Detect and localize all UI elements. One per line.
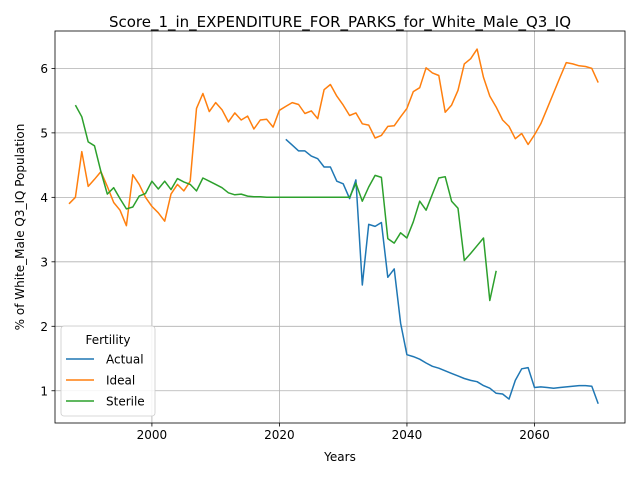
legend-title: Fertility [85, 333, 130, 347]
plot-area [54, 30, 626, 424]
legend-box [60, 325, 156, 417]
x-tick-label: 2040 [392, 428, 423, 442]
legend-label-actual: Actual [106, 353, 144, 367]
y-tick-label: 1 [40, 384, 48, 398]
x-tick-label: 2020 [264, 428, 295, 442]
series-line-ideal [68, 48, 599, 227]
y-tick-label: 2 [40, 320, 48, 334]
x-axis-label: Years [323, 450, 356, 464]
axis-ticks: 2000 2020 2040 2060 1 2 3 4 5 6 [40, 62, 549, 442]
y-tick-label: 6 [40, 62, 48, 76]
y-tick-label: 4 [40, 191, 48, 205]
x-tick-label: 2060 [519, 428, 550, 442]
y-tick-label: 5 [40, 126, 48, 140]
y-tick-label: 3 [40, 255, 48, 269]
x-tick-label: 2000 [137, 428, 168, 442]
series-line-actual [285, 138, 599, 404]
series-line-sterile [74, 104, 497, 302]
legend-entries: Actual Ideal Sterile [66, 353, 145, 409]
y-axis-label: % of White_Male Q3_IQ Population [13, 124, 27, 331]
chart-title: Score_1_in_EXPENDITURE_FOR_PARKS_for_Whi… [109, 13, 571, 32]
series-lines [68, 48, 599, 404]
legend: Fertility Actual Ideal Sterile [60, 325, 156, 417]
legend-label-sterile: Sterile [106, 395, 145, 409]
legend-label-ideal: Ideal [106, 374, 135, 388]
